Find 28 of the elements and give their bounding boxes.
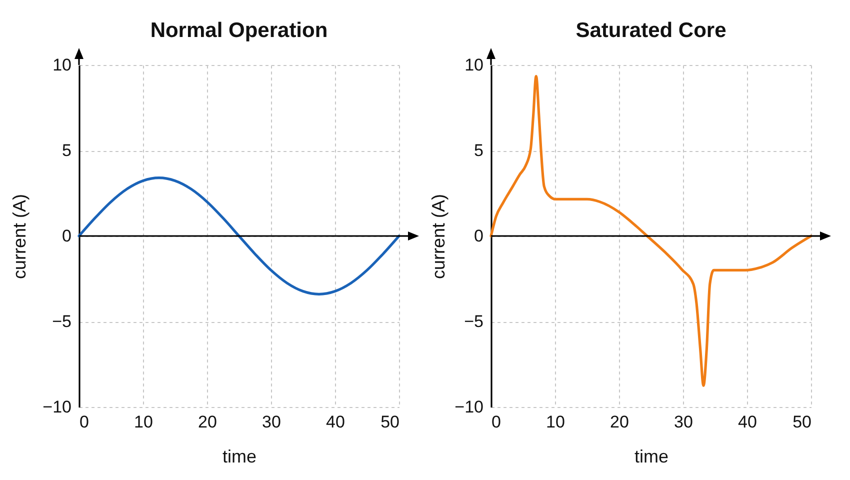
- x-axis-title: time: [222, 446, 257, 466]
- y-tick-label: −5: [52, 312, 72, 331]
- y-tick-label: −5: [464, 312, 484, 331]
- x-tick-label: 0: [80, 412, 89, 432]
- chart-title: Saturated Core: [576, 19, 726, 42]
- x-tick-label: 50: [792, 412, 812, 432]
- y-tick-label: 0: [474, 226, 484, 246]
- y-tick-label: 5: [474, 141, 484, 160]
- x-tick-label: 10: [134, 412, 153, 432]
- y-tick-label: 10: [52, 56, 72, 74]
- y-tick-label: 10: [464, 56, 484, 74]
- x-axis-title: time: [634, 446, 669, 466]
- y-axis-title: current (A): [428, 194, 449, 280]
- chart-title: Normal Operation: [150, 19, 328, 42]
- y-tick-label: 5: [62, 141, 72, 160]
- x-tick-label: 40: [326, 412, 345, 432]
- x-tick-label: 20: [198, 412, 217, 432]
- x-tick-label: 20: [610, 412, 629, 432]
- y-tick-label: −10: [42, 398, 72, 416]
- y-tick-label: −10: [454, 398, 484, 416]
- y-tick-label: 0: [62, 226, 72, 246]
- x-tick-label: 30: [262, 412, 281, 432]
- x-tick-label: 30: [674, 412, 693, 432]
- x-tick-label: 50: [380, 412, 400, 432]
- x-tick-label: 10: [546, 412, 565, 432]
- x-tick-label: 0: [492, 412, 501, 432]
- x-tick-label: 40: [738, 412, 757, 432]
- y-axis-title: current (A): [10, 194, 30, 280]
